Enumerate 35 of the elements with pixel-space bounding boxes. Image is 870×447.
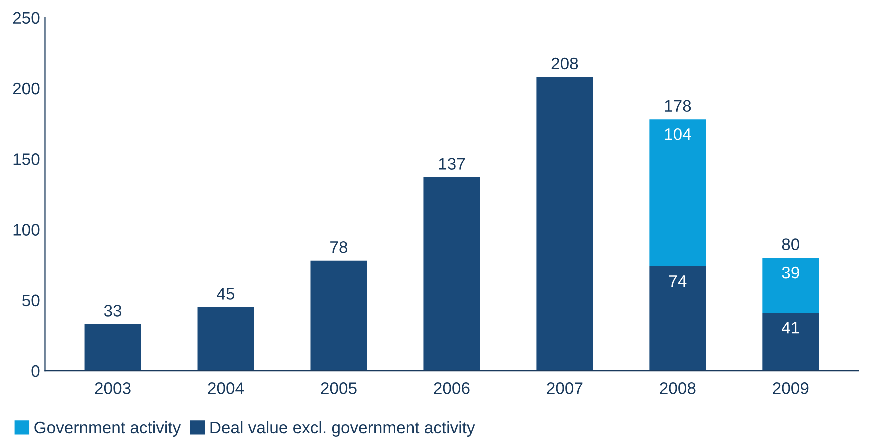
y-tick-label: 250: [13, 12, 40, 24]
y-tick-label: 100: [14, 224, 40, 236]
x-tick-label: 2009: [773, 382, 809, 394]
total-label: 45: [217, 288, 235, 300]
y-tick-label: 50: [22, 294, 40, 307]
y-tick-label: 150: [14, 154, 40, 166]
bar: [762, 258, 820, 314]
legend-label: Government activity: [34, 421, 182, 437]
y-tick-label: 200: [13, 82, 40, 95]
total-label: 33: [104, 305, 122, 317]
y-tick-label: 0: [32, 365, 40, 378]
total-label: 208: [552, 58, 578, 70]
bar: [762, 313, 820, 372]
data-label: 104: [665, 128, 692, 140]
bar: [84, 324, 142, 372]
bar: [650, 120, 706, 266]
total-label: 137: [439, 158, 466, 170]
legend-label: Deal value excl. government activity: [210, 421, 476, 437]
bar: [310, 260, 368, 372]
data-label: 41: [782, 322, 800, 334]
total-label: 78: [330, 242, 348, 254]
x-tick-label: 2008: [660, 382, 696, 394]
bar: [650, 266, 706, 372]
total-label: 80: [782, 238, 800, 250]
bar: [198, 307, 254, 372]
x-tick-label: 2006: [434, 382, 470, 394]
total-label: 178: [665, 100, 692, 112]
data-label: 74: [670, 276, 687, 288]
x-tick-label: 2007: [547, 382, 583, 394]
bar: [536, 77, 594, 372]
x-tick-label: 2005: [321, 382, 357, 394]
data-label: 39: [782, 266, 800, 279]
x-tick-label: 2004: [208, 382, 244, 394]
x-tick-label: 2003: [95, 382, 131, 394]
bar: [424, 177, 480, 372]
